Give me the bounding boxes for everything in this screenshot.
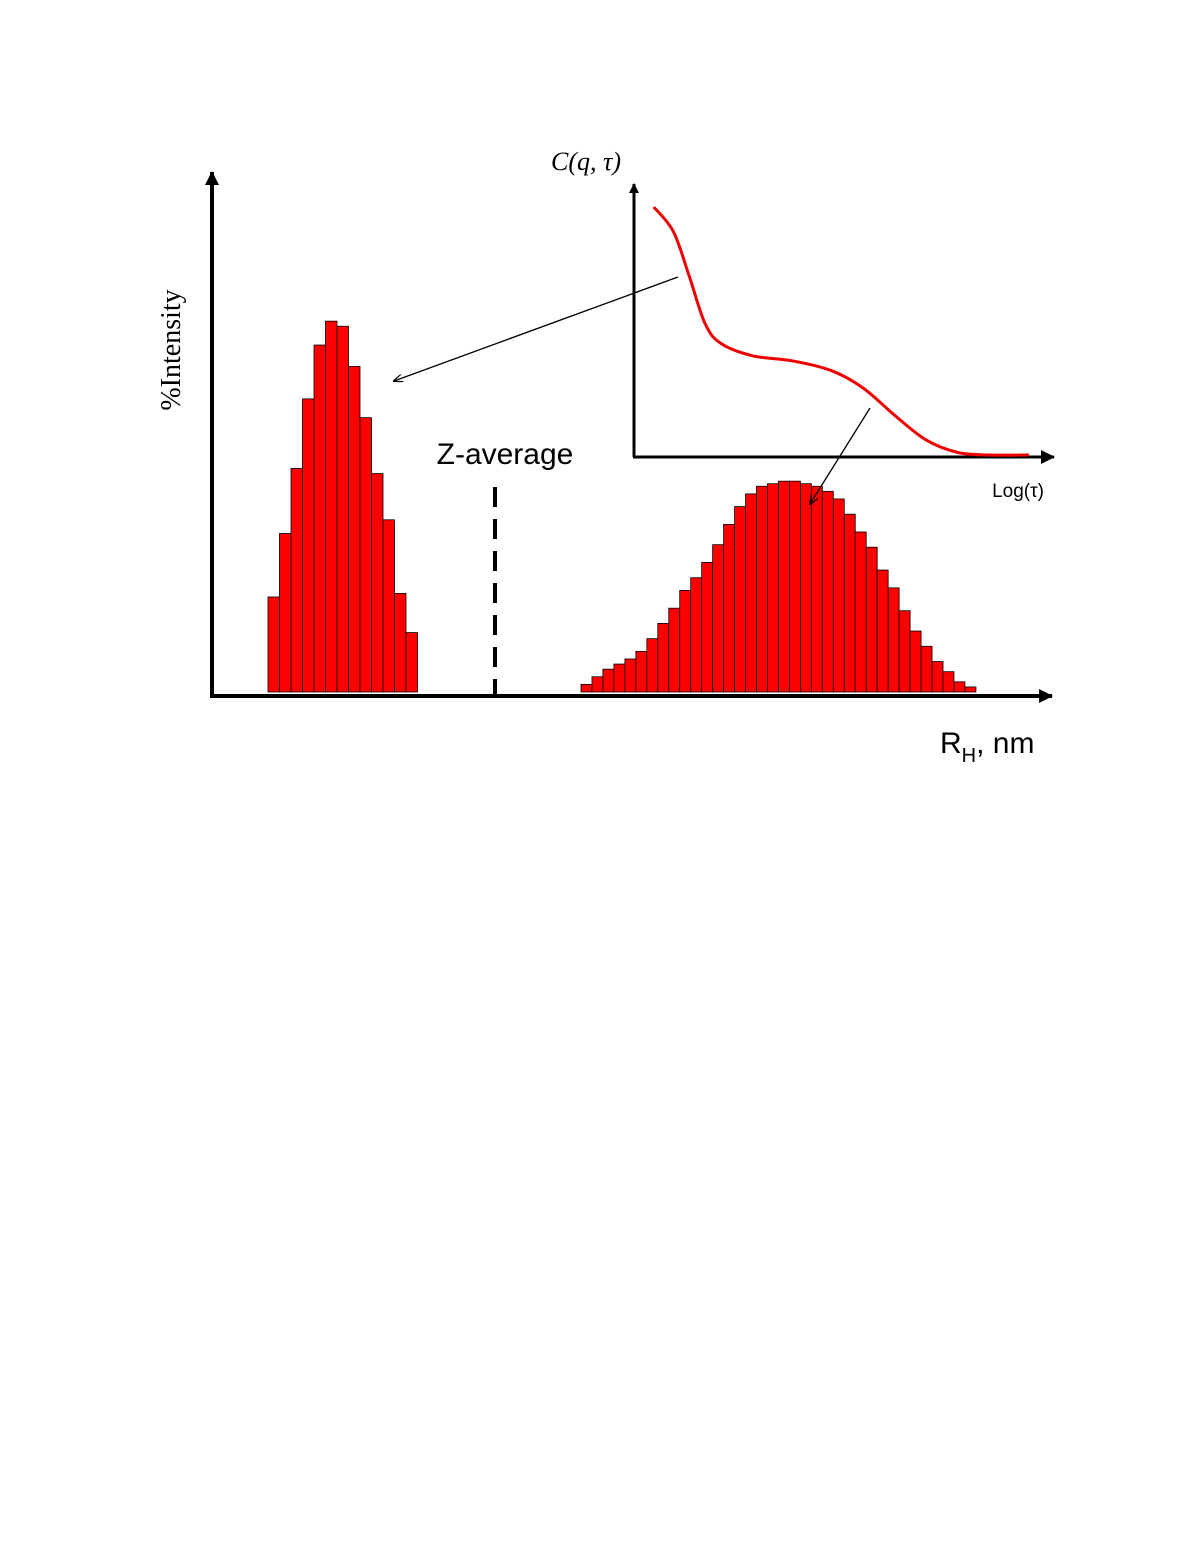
histogram-bar [942, 671, 955, 693]
histogram-bar [745, 493, 757, 693]
y-axis-label: %Intensity [156, 289, 187, 410]
histogram-bar [887, 587, 900, 693]
histogram-bar [865, 546, 878, 693]
histogram-bar [646, 638, 659, 693]
histogram-peak-large [580, 480, 977, 693]
correlation-curve [652, 206, 1030, 457]
histogram-bar [279, 533, 292, 693]
z-average-label: Z-average [437, 438, 574, 471]
histogram-bar [789, 480, 801, 693]
histogram-bar [756, 485, 768, 693]
histogram-bar [778, 480, 790, 693]
x-axis-label: RH, nm [940, 727, 1034, 767]
histogram-bar [613, 663, 626, 693]
histogram-bar [821, 490, 834, 693]
histogram-bar [359, 417, 372, 693]
histogram-peak-small [267, 320, 418, 693]
x-axis-label-main: R [940, 727, 962, 760]
histogram-bar [602, 668, 615, 693]
histogram-bar [591, 676, 604, 693]
histogram-bar [394, 593, 407, 693]
histogram-bar [964, 686, 977, 693]
inset-y-axis-label: C(q, τ) [551, 147, 621, 176]
histogram-bar [712, 544, 725, 693]
histogram-bar [854, 531, 867, 693]
arrow-to-small-peak [394, 276, 679, 381]
histogram-bar [290, 468, 303, 693]
histogram-bar [920, 645, 933, 693]
histogram-bar [371, 473, 384, 693]
histogram-bar [876, 569, 889, 693]
histogram-bar [267, 596, 280, 693]
histogram-bar [405, 632, 418, 693]
histogram-bar [690, 577, 703, 693]
histogram-bar [701, 562, 714, 693]
histogram-bar [336, 325, 349, 693]
inset-correlation-plot: C(q, τ) Log(τ) [551, 147, 1055, 502]
x-axis-label-subscript: H [962, 745, 976, 767]
histogram-bar [832, 498, 845, 693]
inset-x-axis-label: Log(τ) [992, 481, 1044, 502]
histogram-bar [810, 485, 823, 693]
histogram-bar [624, 658, 637, 693]
histogram-bar [679, 590, 692, 693]
arrow-to-large-peak [810, 407, 871, 504]
histogram-bar [657, 623, 670, 693]
histogram-bar [325, 320, 338, 693]
histogram-bar [767, 483, 779, 693]
histogram-bar [734, 506, 746, 693]
histogram-bar [668, 607, 681, 693]
histogram-bar [953, 681, 966, 693]
histogram-bar [800, 483, 812, 693]
histogram-bar [348, 365, 361, 693]
histogram-bar [580, 683, 593, 693]
histogram-bar [898, 610, 911, 693]
histogram-bar [843, 513, 856, 693]
main-axes [205, 171, 1053, 703]
histogram-bar [723, 523, 735, 693]
histogram-bar [909, 630, 922, 693]
histogram-bar [302, 398, 315, 693]
histogram-bar [931, 661, 944, 693]
histogram-bar [313, 344, 326, 693]
histogram-bar [382, 519, 395, 693]
x-axis-label-suffix: , nm [976, 727, 1034, 760]
histogram-bar [635, 650, 648, 693]
